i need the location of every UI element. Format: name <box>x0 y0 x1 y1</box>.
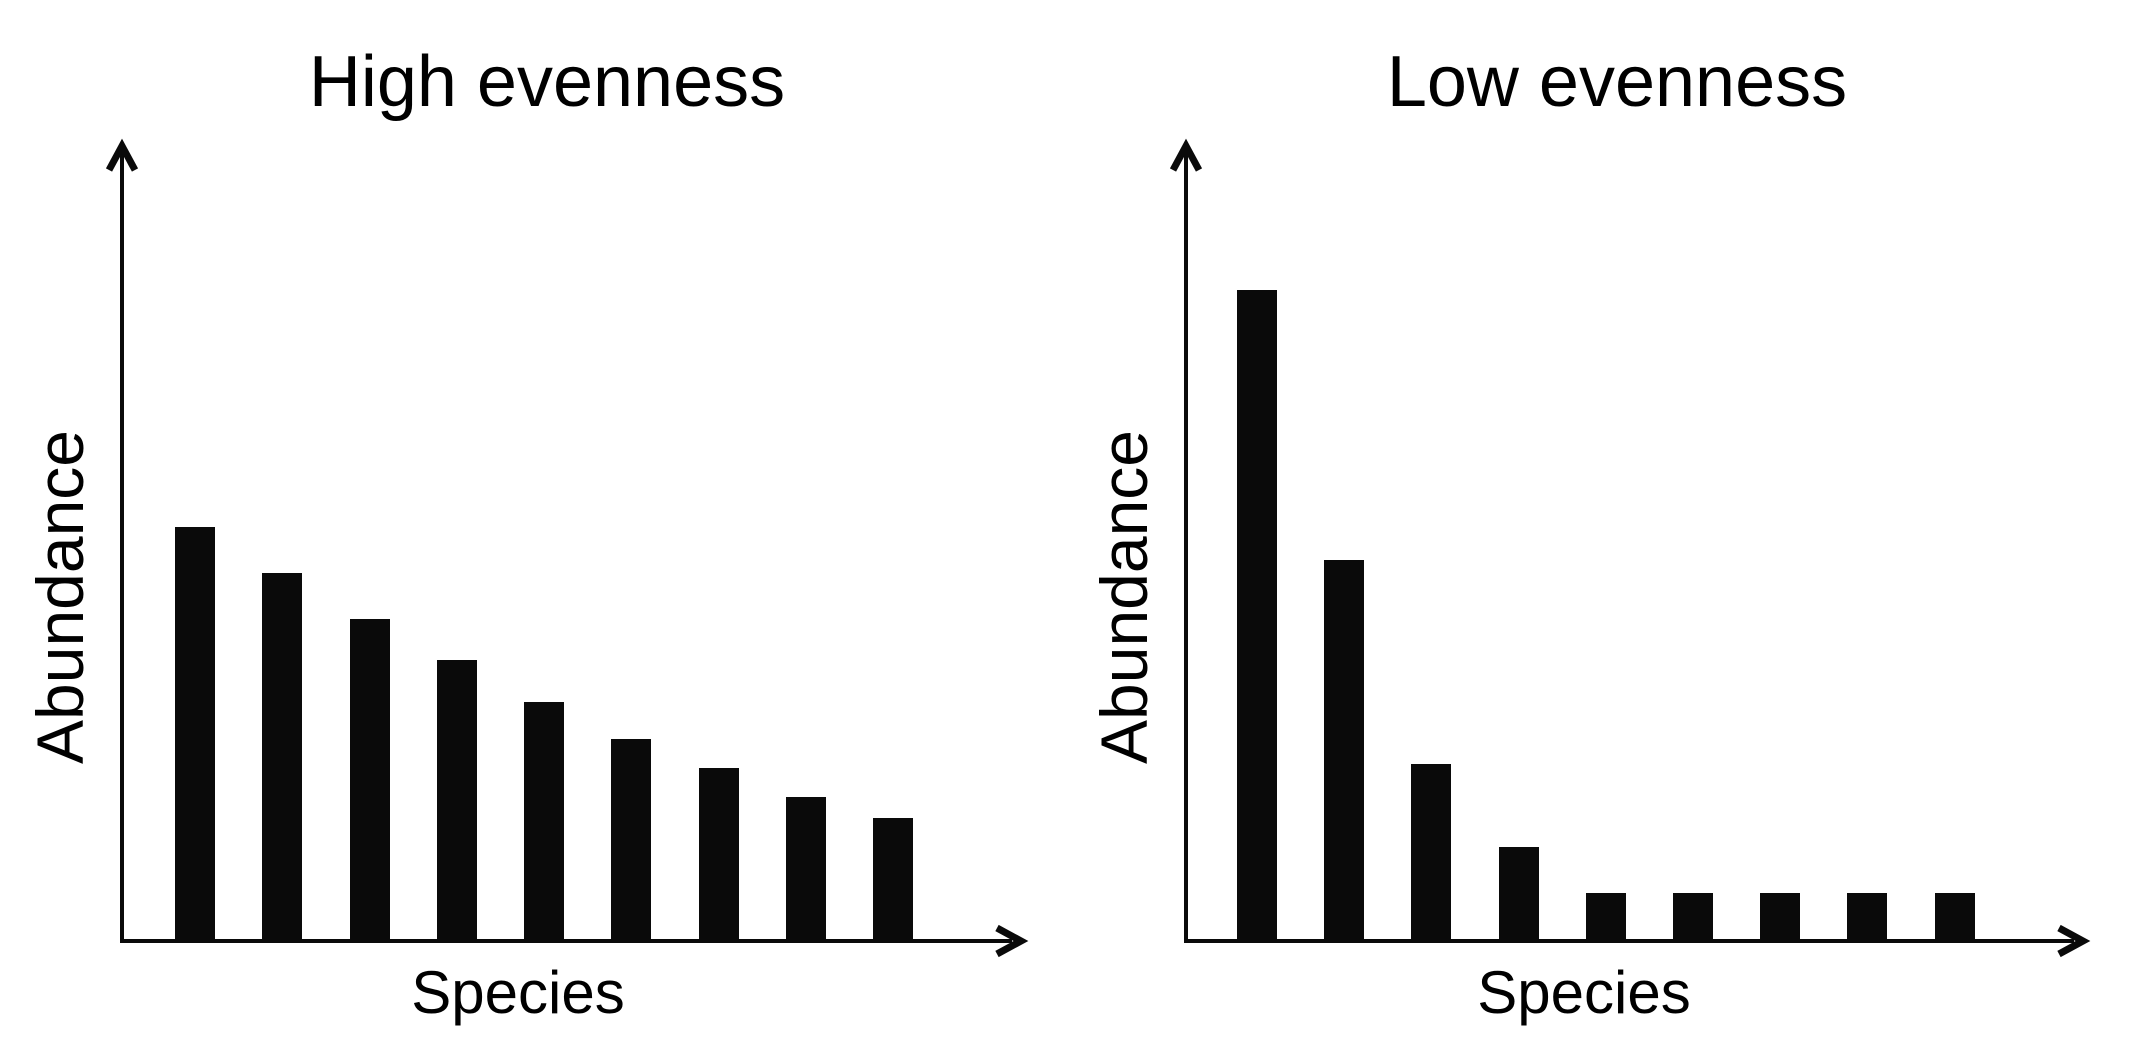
bar <box>873 818 913 943</box>
left-chart-title: High evenness <box>308 42 786 122</box>
right-x-axis-arrowhead-icon <box>2057 924 2091 958</box>
right-y-axis-label: Abundance <box>1087 430 1161 764</box>
bar <box>436 660 477 943</box>
right-chart-axes <box>1169 138 2091 958</box>
bar <box>524 701 564 943</box>
left-x-axis-label: Species <box>411 959 625 1026</box>
left-y-axis-arrowhead-icon <box>105 138 139 172</box>
bar <box>1673 893 1713 943</box>
bar <box>611 739 652 943</box>
right-x-axis-label: Species <box>1477 959 1691 1026</box>
bar <box>698 768 739 943</box>
bar <box>1934 893 1975 943</box>
bar <box>1760 893 1801 943</box>
bar <box>1847 893 1888 943</box>
left-x-axis-arrowhead-icon <box>995 924 1029 958</box>
right-y-axis-arrowhead-icon <box>1169 138 1203 172</box>
bar <box>1411 764 1452 943</box>
bar <box>1237 289 1277 943</box>
bar <box>349 618 390 943</box>
bar <box>1585 893 1626 943</box>
bar <box>1324 560 1365 943</box>
bar <box>262 572 303 943</box>
bar <box>785 797 826 943</box>
right-chart-title: Low evenness <box>1386 42 1848 122</box>
left-y-axis-label: Abundance <box>23 430 97 764</box>
bar <box>1498 847 1539 943</box>
left-chart-axes <box>105 138 1029 958</box>
bar <box>175 527 215 943</box>
